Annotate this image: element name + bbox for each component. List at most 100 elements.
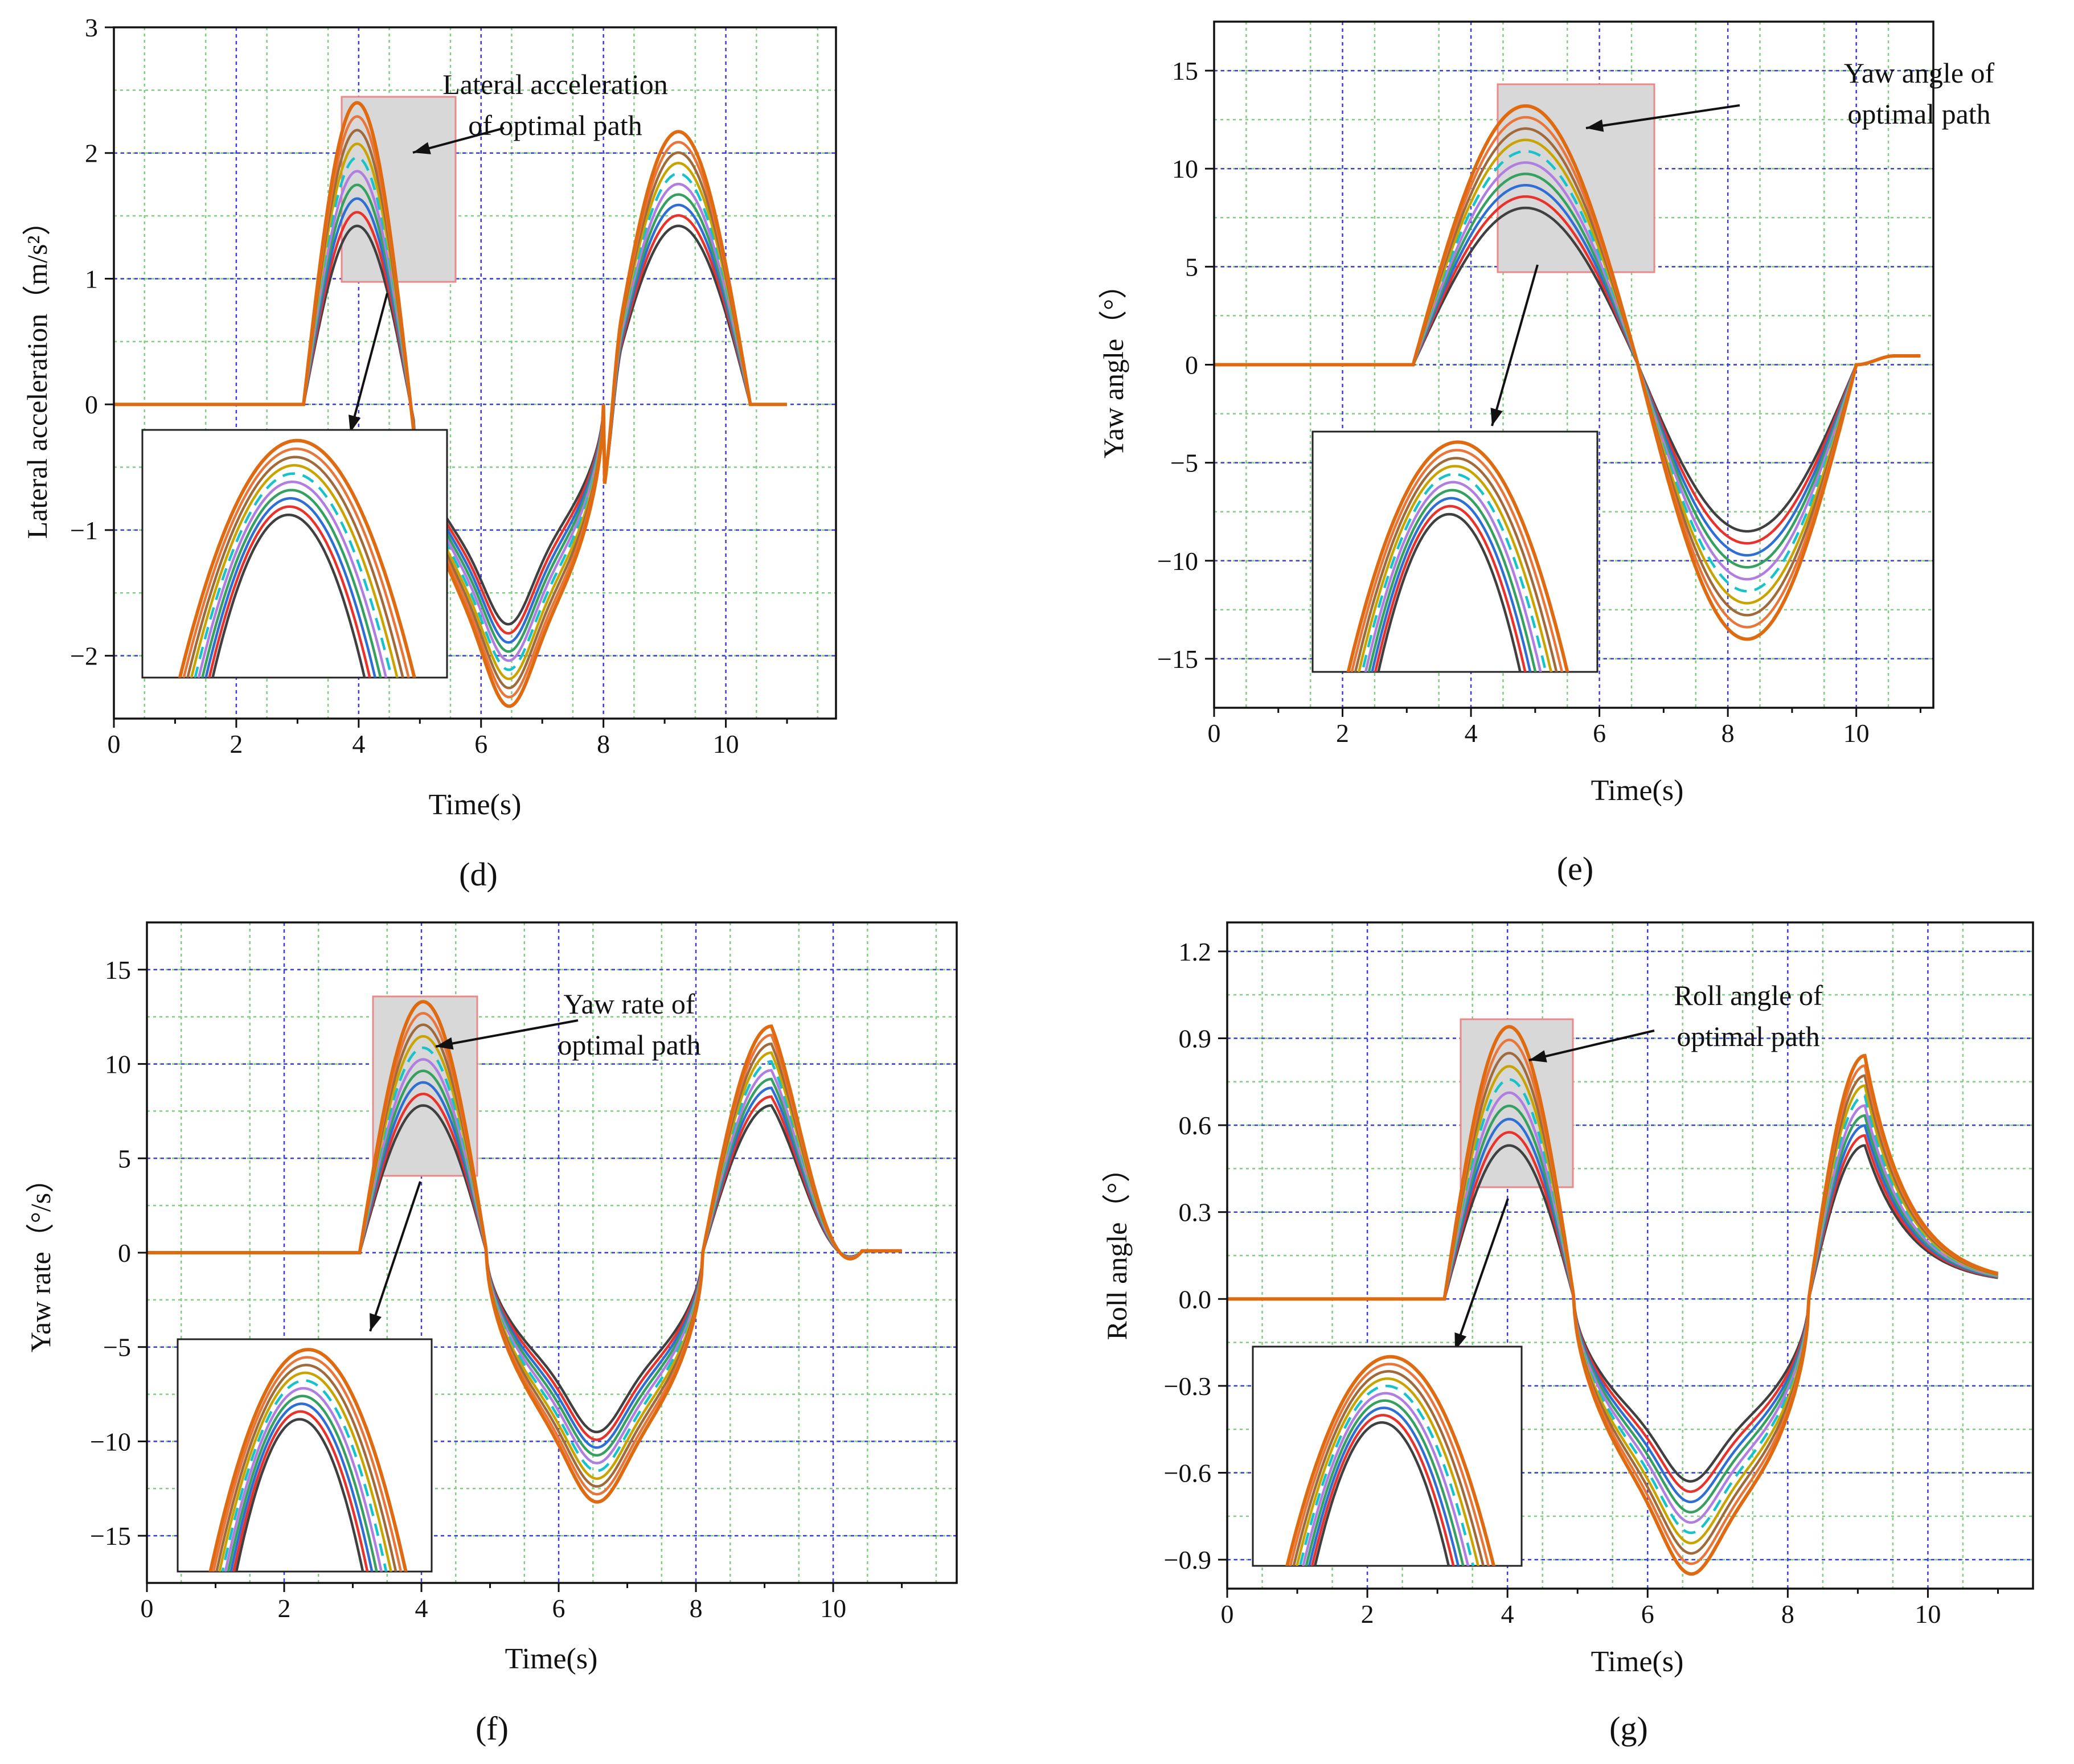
y-tick-label: 0.0: [1179, 1285, 1212, 1314]
zoom-inset: [177, 1338, 433, 1573]
inset-series-line-8: [1354, 457, 1558, 672]
y-axis-label: Yaw angle（°）: [1097, 270, 1129, 458]
inset-series-group: [1346, 440, 1569, 672]
inset-series-line-5: [197, 480, 388, 678]
series-line-10: [114, 101, 787, 708]
annotation-arrow-head: [436, 1037, 454, 1050]
y-tick-label: −0.3: [1164, 1372, 1211, 1401]
x-tick-label: 0: [1208, 719, 1221, 748]
inset-series-line-8: [186, 456, 404, 678]
inset-series-line-10: [1346, 440, 1569, 672]
y-axis-label: Lateral acceleration（m/s²）: [21, 207, 53, 539]
inset-arrow: [349, 293, 388, 433]
inset-series-line-3: [1371, 497, 1532, 672]
y-tick-label: 1: [85, 264, 98, 293]
y-tick-label: 10: [105, 1050, 131, 1079]
y-tick-label: −5: [103, 1333, 131, 1362]
major-grid: [147, 922, 957, 1583]
x-tick-label: 0: [1221, 1599, 1234, 1628]
y-axis-label: Roll angle（°）: [1101, 1154, 1133, 1340]
x-tick-label: 6: [1641, 1599, 1654, 1628]
y-tick-label: 5: [118, 1144, 131, 1173]
ticks: [1205, 69, 1921, 717]
y-tick-label: 3: [85, 13, 98, 42]
x-tick-label: 10: [820, 1594, 846, 1623]
y-tick-label: 0.3: [1179, 1198, 1212, 1227]
x-tick-label: 0: [108, 729, 121, 758]
y-axis-label: Yaw rate（°/s）: [24, 1164, 56, 1352]
inset-arrow: [1454, 1198, 1509, 1351]
inset-frame: [1311, 430, 1598, 673]
panel-label: (g): [1609, 1710, 1648, 1747]
inset-series-line-3: [1307, 1406, 1460, 1566]
y-tick-label: 15: [105, 955, 131, 984]
x-tick-label: 2: [1336, 719, 1349, 748]
plot-frame: [1226, 921, 2034, 1590]
inset-series-line-9: [212, 1356, 403, 1572]
chart-panel-g: 0 2 4 6 8 10 1.2 0.9 0.6 0.3 0.0 −0.3 −0.6 −0.9 Time(s…: [1101, 921, 2034, 1747]
inset-series-line-4: [227, 1394, 378, 1572]
inset-series-line-5: [1302, 1392, 1470, 1566]
x-tick-label: 8: [1721, 719, 1735, 748]
y-tick-label: 5: [1185, 252, 1198, 281]
y-tick-label: −0.6: [1164, 1459, 1211, 1488]
inset-series-line-1: [1377, 512, 1522, 672]
panel-label: (f): [476, 1710, 509, 1747]
series-group: [114, 101, 787, 708]
annotation-arrow: [435, 1019, 579, 1048]
chart-panel-f: 0 2 4 6 8 10 15 10 5 0 −5 −10 −15 Time(s) Yaw rate（°/s…: [24, 921, 958, 1747]
x-axis-label: Time(s): [429, 789, 522, 821]
x-tick-label: 10: [1843, 719, 1870, 748]
annotation: Yaw rate of optimal path: [558, 988, 700, 1061]
inset-series-group: [1285, 1355, 1496, 1566]
annotation-arrow-head: [413, 142, 431, 154]
inset-series-line-2: [1310, 1414, 1455, 1566]
annotation-arrow-head: [1586, 119, 1604, 132]
inset-series-line-10: [178, 438, 416, 678]
inset-series-line-7: [218, 1371, 392, 1572]
inset-series-line-7: [1357, 465, 1553, 672]
x-tick-label: 8: [597, 729, 610, 758]
x-axis-label: Time(s): [1591, 774, 1684, 807]
x-tick-label: 6: [474, 729, 487, 758]
x-axis-label: Time(s): [1591, 1646, 1684, 1678]
zoom-region-box: [341, 96, 457, 283]
x-tick-label: 6: [1593, 719, 1606, 748]
x-tick-label: 10: [713, 729, 739, 758]
y-tick-label: −15: [1157, 645, 1198, 674]
y-tick-label: 15: [1172, 56, 1198, 85]
inset-series-line-3: [204, 497, 377, 678]
inset-series-line-4: [1305, 1399, 1465, 1566]
inset-arrow-head: [1490, 408, 1503, 426]
y-tick-label: 0.9: [1179, 1024, 1212, 1053]
zoom-inset: [1311, 430, 1598, 673]
inset-series-line-5: [1364, 481, 1542, 672]
annotation-line: optimal path: [1677, 1020, 1819, 1052]
series-group: [1214, 104, 1921, 641]
panel-label: (d): [459, 856, 498, 893]
y-tick-label: −0.9: [1164, 1545, 1211, 1574]
x-tick-label: 8: [690, 1594, 703, 1623]
x-tick-label: 2: [1361, 1599, 1374, 1628]
x-tick-label: 4: [415, 1594, 428, 1623]
inset-series-line-8: [1292, 1370, 1485, 1566]
inset-series-line-9: [1350, 449, 1564, 672]
inset-series-line-9: [1289, 1363, 1490, 1566]
zoom-inset: [1252, 1345, 1523, 1567]
x-tick-label: 0: [141, 1594, 154, 1623]
inset-series-line-10: [1285, 1355, 1496, 1566]
inset-series-line-5: [224, 1386, 383, 1572]
inset-series-line-10: [208, 1348, 408, 1572]
y-tick-label: 0: [1185, 351, 1198, 380]
series-line-10: [1214, 104, 1921, 641]
inset-series-line-6: [1298, 1384, 1475, 1566]
y-tick-label: 2: [85, 139, 98, 168]
y-tick-label: 0.6: [1179, 1111, 1212, 1140]
annotation-line: Yaw rate of: [564, 988, 695, 1020]
inset-series-line-7: [190, 463, 399, 678]
x-tick-label: 2: [278, 1594, 291, 1623]
y-tick-label: −1: [70, 516, 98, 545]
annotation: Lateral acceleration of optimal path: [442, 68, 668, 141]
inset-series-line-4: [1367, 489, 1537, 672]
